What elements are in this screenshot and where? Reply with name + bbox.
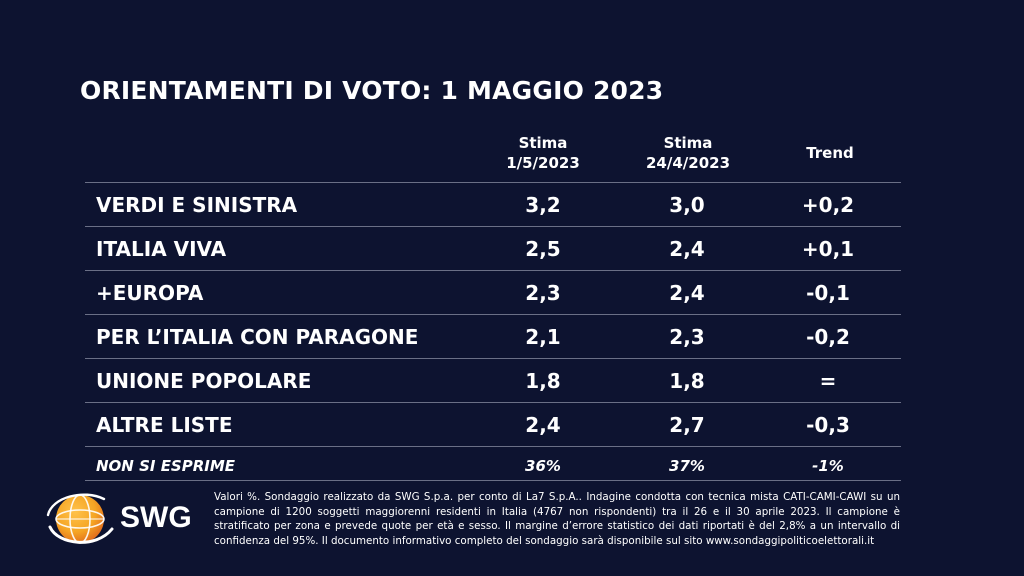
table-row: +EUROPA 2,3 2,4 -0,1 bbox=[85, 270, 901, 314]
estimate-previous: 3,0 bbox=[669, 193, 705, 217]
estimate-current: 2,5 bbox=[525, 237, 561, 261]
column-header-estimate-current: Stima 1/5/2023 bbox=[473, 133, 613, 173]
estimate-previous: 2,4 bbox=[669, 237, 705, 261]
estimate-previous: 1,8 bbox=[669, 369, 705, 393]
estimate-current: 3,2 bbox=[525, 193, 561, 217]
trend-value: -1% bbox=[812, 457, 844, 475]
estimate-current: 2,3 bbox=[525, 281, 561, 305]
column-header-line: 24/4/2023 bbox=[645, 154, 731, 172]
estimate-current: 2,4 bbox=[525, 413, 561, 437]
estimate-current: 2,1 bbox=[525, 325, 561, 349]
trend-value: = bbox=[819, 369, 837, 393]
table-row-no-answer: NON SI ESPRIME 36% 37% -1% bbox=[85, 446, 901, 481]
party-name: ITALIA VIVA bbox=[96, 237, 227, 261]
column-header-line: Stima bbox=[663, 134, 713, 152]
estimate-previous: 2,3 bbox=[669, 325, 705, 349]
table-row: UNIONE POPOLARE 1,8 1,8 = bbox=[85, 358, 901, 402]
table-row: ITALIA VIVA 2,5 2,4 +0,1 bbox=[85, 226, 901, 270]
page-title: ORIENTAMENTI DI VOTO: 1 MAGGIO 2023 bbox=[80, 76, 664, 105]
poll-table: VERDI E SINISTRA 3,2 3,0 +0,2 ITALIA VIV… bbox=[85, 182, 901, 481]
column-header-line: Trend bbox=[806, 144, 854, 162]
trend-value: -0,1 bbox=[806, 281, 850, 305]
party-name: UNIONE POPOLARE bbox=[96, 369, 312, 393]
globe-icon bbox=[46, 493, 114, 544]
party-name: VERDI E SINISTRA bbox=[96, 193, 298, 217]
column-header-estimate-previous: Stima 24/4/2023 bbox=[618, 133, 758, 173]
estimate-current: 1,8 bbox=[525, 369, 561, 393]
estimate-current: 36% bbox=[525, 457, 561, 475]
estimate-previous: 2,4 bbox=[669, 281, 705, 305]
column-header-trend: Trend bbox=[760, 143, 900, 163]
trend-value: +0,2 bbox=[801, 193, 855, 217]
party-name: PER L’ITALIA CON PARAGONE bbox=[96, 325, 419, 349]
column-header-line: Stima bbox=[518, 134, 568, 152]
party-name: NON SI ESPRIME bbox=[96, 457, 236, 475]
trend-value: +0,1 bbox=[801, 237, 855, 261]
table-row: ALTRE LISTE 2,4 2,7 -0,3 bbox=[85, 402, 901, 446]
column-header-line: 1/5/2023 bbox=[506, 154, 580, 172]
party-name: ALTRE LISTE bbox=[96, 413, 233, 437]
swg-logo: SWG bbox=[44, 487, 204, 551]
table-row: PER L’ITALIA CON PARAGONE 2,1 2,3 -0,2 bbox=[85, 314, 901, 358]
trend-value: -0,2 bbox=[806, 325, 850, 349]
methodology-note: Valori %. Sondaggio realizzato da SWG S.… bbox=[214, 491, 900, 547]
logo-text: SWG bbox=[120, 501, 192, 534]
table-row: VERDI E SINISTRA 3,2 3,0 +0,2 bbox=[85, 182, 901, 226]
estimate-previous: 2,7 bbox=[669, 413, 705, 437]
trend-value: -0,3 bbox=[806, 413, 850, 437]
party-name: +EUROPA bbox=[96, 281, 204, 305]
estimate-previous: 37% bbox=[669, 457, 705, 475]
